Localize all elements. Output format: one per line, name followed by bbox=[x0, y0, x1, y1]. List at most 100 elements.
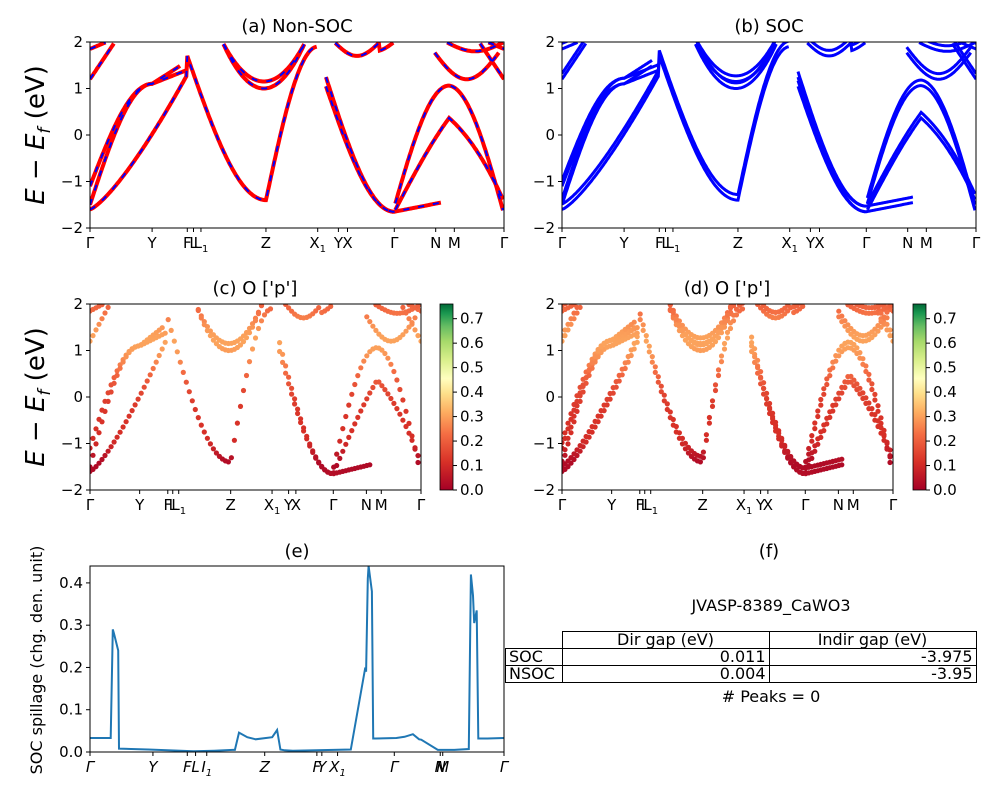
scatter-point bbox=[724, 329, 731, 335]
x-tick-label: L bbox=[641, 496, 650, 514]
scatter-point bbox=[634, 325, 640, 331]
x-tick-label: L1 bbox=[171, 496, 186, 517]
y-tick-label: 0.1 bbox=[59, 701, 83, 719]
scatter-point bbox=[391, 400, 397, 406]
scatter-point bbox=[298, 416, 304, 422]
gap-table-block: JVASP-8389_CaWO3 Dir gap (eV) Indir gap … bbox=[505, 596, 977, 706]
scatter-point bbox=[574, 447, 580, 453]
scatter-point bbox=[827, 367, 833, 373]
scatter-point bbox=[289, 385, 295, 391]
scatter-point bbox=[313, 455, 319, 461]
scatter-point bbox=[565, 441, 571, 447]
scatter-point bbox=[673, 423, 679, 430]
scatter-point bbox=[568, 424, 574, 430]
scatter-point bbox=[601, 402, 607, 408]
scatter-point bbox=[797, 304, 803, 306]
x-tick-label: Y bbox=[805, 234, 816, 252]
scatter-point bbox=[818, 396, 824, 403]
band-line bbox=[446, 42, 504, 53]
scatter-point bbox=[90, 333, 96, 339]
x-tick-label: Γ bbox=[86, 496, 95, 514]
band-line bbox=[796, 76, 914, 214]
scatter-point bbox=[718, 359, 725, 365]
scatter-point bbox=[286, 381, 292, 387]
table-header-row: Dir gap (eV) Indir gap (eV) bbox=[506, 631, 977, 649]
colorbar-tick-label: 0.6 bbox=[933, 334, 957, 352]
panel-a-title: (a) Non-SOC bbox=[241, 16, 352, 37]
colorbar-tick-label: 0.2 bbox=[460, 432, 484, 450]
scatter-point bbox=[292, 396, 298, 402]
scatter-point bbox=[739, 306, 746, 312]
scatter-point bbox=[806, 445, 812, 452]
scatter-point bbox=[839, 456, 845, 462]
scatter-point bbox=[809, 433, 815, 439]
scatter-point bbox=[631, 340, 637, 346]
scatter-point bbox=[403, 408, 409, 414]
scatter-point bbox=[249, 346, 256, 352]
x-tick-label: Y bbox=[606, 496, 617, 514]
band-line bbox=[90, 42, 504, 50]
band-line bbox=[325, 85, 394, 213]
scatter-point bbox=[758, 375, 764, 381]
scatter-point bbox=[643, 338, 649, 344]
scatter-point bbox=[592, 418, 598, 424]
scatter-point bbox=[875, 403, 881, 409]
scatter-point bbox=[749, 334, 755, 340]
scatter-point bbox=[90, 452, 96, 458]
scatter-point bbox=[346, 402, 352, 408]
scatter-point bbox=[258, 304, 265, 309]
scatter-point bbox=[878, 310, 884, 316]
scatter-point bbox=[267, 306, 274, 312]
y-tick-label: 0 bbox=[545, 126, 555, 144]
scatter-point bbox=[568, 430, 574, 436]
scatter-point bbox=[619, 366, 625, 372]
table-title: JVASP-8389_CaWO3 bbox=[691, 596, 851, 615]
scatter-point bbox=[240, 387, 247, 394]
x-tick-label: N bbox=[430, 234, 441, 252]
scatter-point bbox=[890, 333, 893, 339]
scatter-point bbox=[598, 408, 604, 414]
scatter-point bbox=[613, 379, 619, 385]
scatter-point bbox=[670, 416, 676, 423]
scatter-point bbox=[631, 319, 637, 325]
x-tick-label: M bbox=[436, 758, 449, 776]
scatter-point bbox=[382, 350, 388, 357]
scatter-point bbox=[836, 308, 842, 314]
scatter-point bbox=[574, 403, 580, 409]
scatter-point bbox=[289, 391, 295, 397]
x-tick-label: X1 bbox=[736, 496, 753, 517]
band-line bbox=[905, 46, 973, 76]
scatter-point bbox=[589, 424, 595, 430]
scatter-point bbox=[767, 400, 773, 407]
colorbar-tick-label: 0.5 bbox=[933, 359, 957, 377]
x-tick-label: Γ bbox=[558, 496, 567, 514]
scatter-point bbox=[562, 447, 568, 453]
scatter-point bbox=[863, 363, 869, 369]
scatter-point bbox=[562, 440, 565, 446]
scatter-point bbox=[198, 315, 204, 321]
scatter-point bbox=[189, 398, 195, 404]
x-tick-label: Γ bbox=[801, 496, 810, 514]
scatter-point bbox=[129, 408, 135, 414]
scatter-point bbox=[595, 348, 601, 354]
scatter-point bbox=[562, 327, 568, 333]
scatter-point bbox=[869, 381, 875, 387]
scatter-point bbox=[277, 340, 283, 346]
x-tick-label: F bbox=[655, 234, 664, 252]
panel-d-scatter bbox=[562, 304, 893, 477]
scatter-point bbox=[803, 470, 809, 476]
scatter-point bbox=[730, 312, 737, 318]
scatter-point bbox=[715, 367, 722, 373]
scatter-point bbox=[881, 314, 887, 320]
scatter-point bbox=[872, 391, 878, 397]
scatter-point bbox=[577, 398, 583, 404]
x-tick-label: Y bbox=[134, 496, 145, 514]
band-line bbox=[334, 42, 394, 57]
spillage-line bbox=[90, 566, 504, 752]
scatter-point bbox=[821, 391, 827, 397]
band-line bbox=[90, 68, 187, 187]
y-tick-label: 0 bbox=[545, 388, 555, 406]
scatter-point bbox=[249, 324, 256, 330]
scatter-point bbox=[761, 380, 767, 386]
